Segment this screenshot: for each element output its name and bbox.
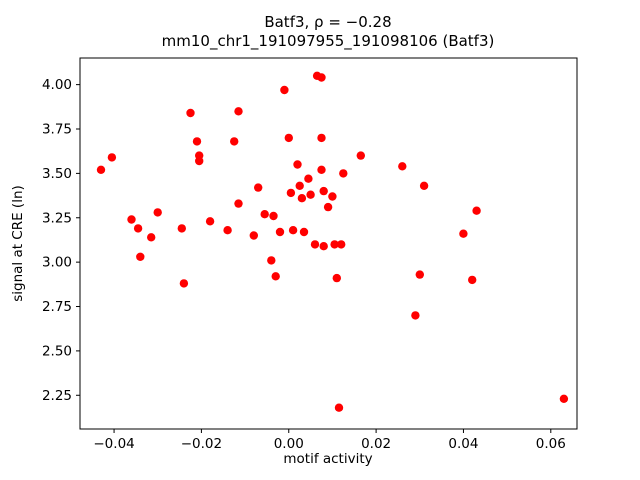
y-tick-label: 2.75	[42, 299, 72, 315]
data-point	[317, 165, 326, 174]
data-point	[330, 240, 339, 249]
x-tick-label: −0.04	[93, 436, 134, 452]
chart-title: Batf3, ρ = −0.28	[264, 13, 391, 31]
data-point	[195, 156, 204, 166]
x-tick-label: 0.00	[274, 436, 304, 452]
plot-frame	[79, 57, 578, 430]
data-point	[275, 227, 285, 237]
data-point	[107, 153, 117, 162]
data-point	[317, 133, 326, 143]
data-point	[127, 215, 136, 224]
data-point	[288, 226, 298, 235]
data-points	[96, 71, 569, 412]
y-tick-label: 3.50	[42, 166, 72, 182]
data-point	[284, 133, 293, 143]
x-tick-label: 0.04	[448, 436, 478, 452]
y-tick-label: 2.50	[42, 343, 72, 359]
data-point	[254, 183, 263, 192]
data-point	[153, 208, 162, 217]
data-point	[234, 107, 243, 116]
data-point	[472, 206, 481, 215]
data-point	[459, 229, 468, 238]
chart-subtitle: mm10_chr1_191097955_191098106 (Batf3)	[162, 32, 495, 51]
data-point	[269, 211, 278, 221]
data-point	[415, 270, 424, 279]
data-point	[293, 160, 302, 169]
data-point	[234, 199, 243, 208]
data-point	[136, 252, 145, 261]
x-tick-label: 0.02	[361, 436, 391, 452]
y-tick-label: 3.00	[42, 255, 72, 271]
data-point	[295, 181, 304, 190]
data-point	[319, 242, 328, 251]
data-point	[304, 174, 313, 183]
data-point	[328, 192, 337, 201]
axes: −0.04 −0.02 0.00 0.02 0.04 0.06 2.25 2.50 2.75 3.…	[42, 57, 578, 452]
data-point	[411, 311, 420, 320]
data-point	[230, 137, 239, 146]
data-point	[147, 233, 156, 242]
data-point	[356, 151, 365, 160]
data-point	[323, 202, 333, 212]
data-point	[205, 217, 215, 226]
data-point	[337, 240, 346, 249]
data-point	[96, 165, 106, 174]
y-axis-label: signal at CRE (ln)	[10, 185, 26, 302]
data-point	[559, 394, 569, 403]
data-point	[319, 186, 328, 196]
data-point	[133, 224, 143, 233]
y-tick-label: 3.75	[42, 122, 72, 138]
y-tick-label: 2.25	[42, 388, 72, 404]
data-point	[468, 275, 477, 285]
data-point	[310, 240, 320, 249]
data-point	[419, 181, 429, 190]
data-point	[192, 137, 202, 146]
y-tick-label: 4.00	[42, 77, 72, 93]
data-point	[280, 85, 289, 95]
x-axis-label: motif activity	[283, 451, 372, 467]
data-point	[260, 210, 269, 219]
data-point	[249, 231, 258, 240]
x-tick-label: 0.06	[536, 436, 566, 452]
data-point	[177, 224, 186, 233]
data-point	[299, 227, 309, 237]
data-point	[306, 190, 315, 199]
data-point	[334, 403, 344, 412]
data-point	[271, 272, 280, 281]
data-point	[267, 256, 276, 265]
data-point	[223, 226, 232, 235]
data-point	[317, 73, 326, 82]
data-point	[186, 108, 195, 118]
data-point	[332, 273, 341, 283]
data-point	[398, 162, 407, 171]
x-tick-label: −0.02	[181, 436, 222, 452]
data-point	[286, 188, 296, 198]
data-point	[297, 194, 307, 203]
data-point	[179, 279, 189, 288]
data-point	[339, 169, 348, 178]
y-tick-label: 3.25	[42, 210, 72, 226]
